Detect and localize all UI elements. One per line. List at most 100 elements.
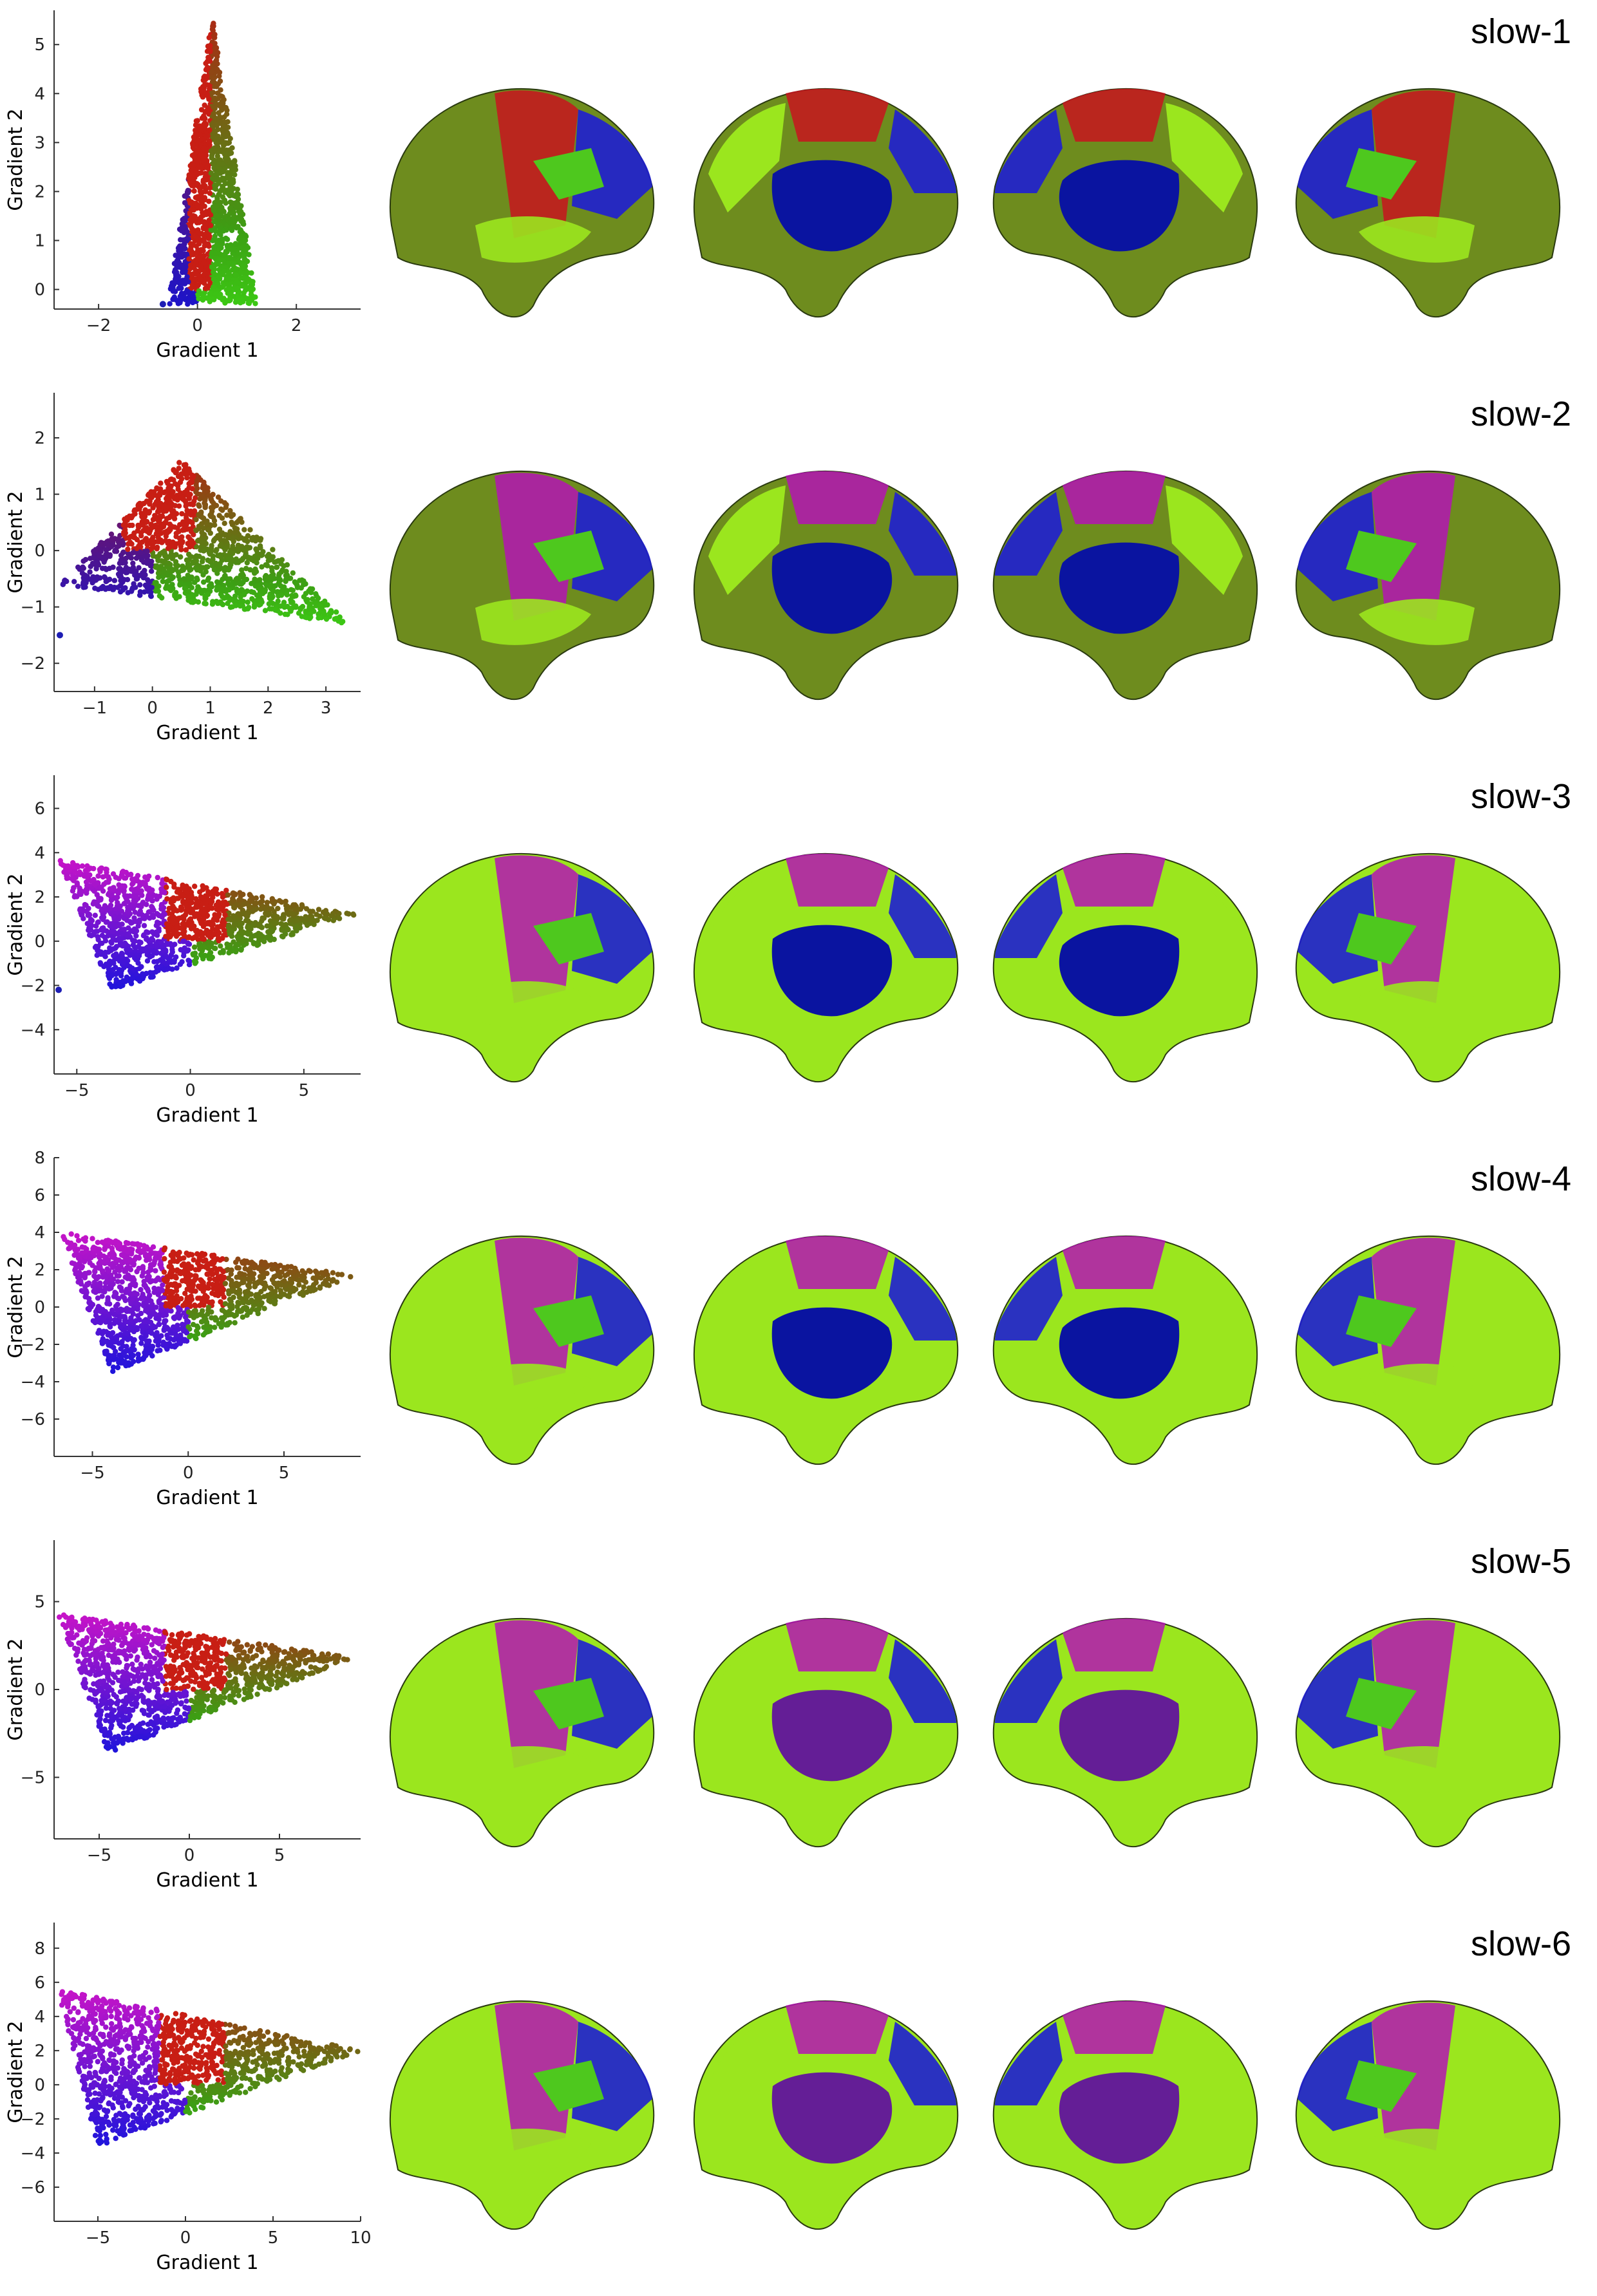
brain-lateral-right — [1295, 88, 1561, 318]
scatter-point — [133, 933, 139, 939]
scatter-point — [122, 883, 128, 890]
scatter-point — [167, 586, 173, 592]
y-tick-label: 4 — [34, 84, 45, 104]
scatter-point — [110, 871, 117, 877]
scatter-point — [200, 525, 207, 531]
scatter-point — [233, 272, 240, 278]
scatter-point — [266, 601, 272, 607]
scatter-point — [182, 193, 187, 199]
scatter-point — [200, 485, 205, 491]
scatter-point — [165, 928, 171, 935]
scatter-point — [215, 533, 221, 539]
scatter-point — [131, 898, 137, 904]
scatter-point — [276, 898, 283, 904]
scatter-point — [250, 907, 257, 914]
scatter-point — [82, 901, 88, 908]
scatter-point — [253, 546, 259, 552]
scatter-point — [283, 906, 290, 912]
scatter-point — [164, 941, 170, 946]
scatter-point — [180, 281, 186, 287]
scatter-point — [77, 890, 82, 896]
scatter-point — [162, 553, 168, 559]
scatter-point — [102, 565, 108, 572]
scatter-point — [166, 514, 173, 521]
scatter-point — [118, 578, 124, 583]
scatter-point — [141, 932, 147, 938]
scatter-point — [178, 554, 184, 560]
scatter-point — [176, 460, 182, 466]
scatter-point — [156, 593, 163, 599]
region-insula — [533, 148, 604, 200]
region-temporal — [1359, 981, 1475, 1028]
scatter-point — [124, 535, 129, 541]
scatter-point — [212, 218, 218, 225]
scatter-point — [245, 599, 250, 605]
region-frontal — [708, 103, 786, 212]
scatter-point — [218, 541, 224, 547]
scatter-point — [285, 910, 290, 916]
scatter-point — [113, 984, 118, 990]
scatter-point — [88, 927, 94, 933]
scatter-point — [168, 283, 175, 289]
scatter-point — [203, 226, 209, 232]
scatter-point — [295, 906, 301, 912]
scatter-point — [301, 581, 307, 587]
x-axis-label: Gradient 1 — [156, 1487, 258, 1509]
scatter-point — [270, 547, 276, 552]
scatter-point — [307, 913, 314, 919]
scatter-point — [243, 565, 249, 572]
scatter-point — [240, 572, 246, 579]
y-axis-label: Gradient 2 — [5, 873, 27, 975]
scatter-point — [278, 592, 285, 598]
scatter-point — [198, 540, 205, 545]
scatter-point — [199, 165, 205, 171]
scatter-point — [220, 128, 226, 134]
scatter-point — [162, 911, 167, 917]
scatter-point — [236, 532, 242, 538]
scatter-point — [117, 522, 122, 529]
scatter-point — [68, 1231, 74, 1237]
scatter-point — [211, 284, 216, 290]
scatter-point — [317, 603, 323, 609]
scatter-point — [175, 917, 180, 923]
scatter-point — [283, 577, 289, 583]
scatter-point — [169, 949, 175, 955]
scatter-point — [231, 294, 237, 299]
scatter-point — [203, 885, 209, 891]
scatter-point — [129, 974, 136, 980]
scatter-point — [108, 902, 114, 908]
scatter-point — [102, 950, 108, 955]
scatter-point — [262, 588, 268, 595]
scatter-point — [125, 908, 131, 914]
scatter-point — [202, 285, 209, 292]
scatter-point — [283, 898, 288, 905]
scatter-point — [95, 934, 100, 940]
scatter-point — [216, 274, 222, 281]
scatter-point — [225, 174, 231, 180]
scatter-point — [214, 547, 220, 552]
scatter-point — [271, 936, 277, 943]
scatter-point — [111, 536, 118, 541]
y-tick-label: 0 — [34, 1298, 45, 1317]
scatter-point — [191, 162, 197, 168]
scatter-point — [189, 292, 194, 298]
scatter-point — [216, 161, 222, 167]
scatter-point — [60, 581, 66, 587]
scatter-point — [229, 189, 234, 196]
scatter-point — [196, 563, 202, 569]
region-parietal — [572, 874, 652, 984]
scatter-point — [227, 927, 232, 934]
scatter-point — [321, 915, 328, 921]
scatter-point — [258, 538, 263, 543]
scatter-point — [58, 861, 64, 867]
scatter-point — [186, 962, 193, 968]
scatter-point — [278, 610, 283, 616]
scatter-point — [211, 111, 216, 117]
scatter-point — [185, 491, 191, 497]
scatter-point — [279, 588, 285, 594]
region-medial-wall — [1059, 925, 1180, 1017]
scatter-point — [95, 919, 101, 925]
scatter-point — [223, 504, 229, 511]
scatter-point — [119, 873, 125, 879]
scatter-point — [190, 242, 196, 248]
